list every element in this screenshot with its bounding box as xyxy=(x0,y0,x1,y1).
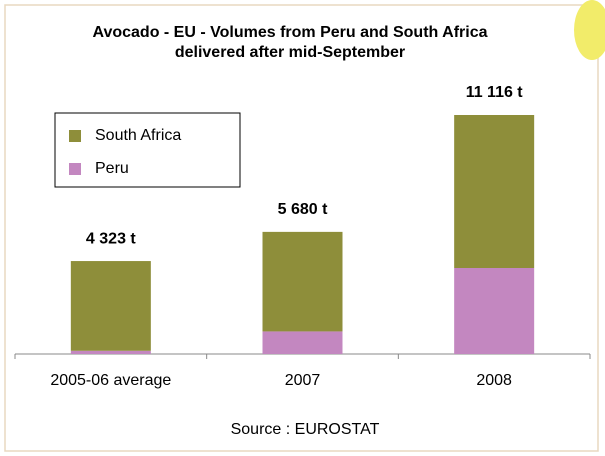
x-tick-label: 2005-06 average xyxy=(50,372,171,389)
legend xyxy=(54,112,241,188)
legend-label: Peru xyxy=(95,160,129,177)
bar-segment xyxy=(454,115,535,268)
chart-title: delivered after mid-September xyxy=(175,44,405,61)
chart-title: Avocado - EU - Volumes from Peru and Sou… xyxy=(92,24,487,41)
bar-segment xyxy=(262,231,343,332)
legend-swatch xyxy=(69,163,81,175)
total-label: 11 116 t xyxy=(466,84,524,101)
bar-segment xyxy=(70,350,151,354)
total-label: 5 680 t xyxy=(278,201,328,218)
decoration xyxy=(574,0,605,60)
bar-segment xyxy=(454,267,535,354)
x-tick-label: 2007 xyxy=(285,372,321,389)
source: Source : EUROSTAT xyxy=(231,421,380,438)
total-label: 4 323 t xyxy=(86,230,136,247)
bar-segment xyxy=(262,331,343,354)
legend-label: South Africa xyxy=(95,127,181,144)
legend-swatch xyxy=(69,130,81,142)
bar-segment xyxy=(70,261,151,351)
x-tick-label: 2008 xyxy=(476,372,512,389)
